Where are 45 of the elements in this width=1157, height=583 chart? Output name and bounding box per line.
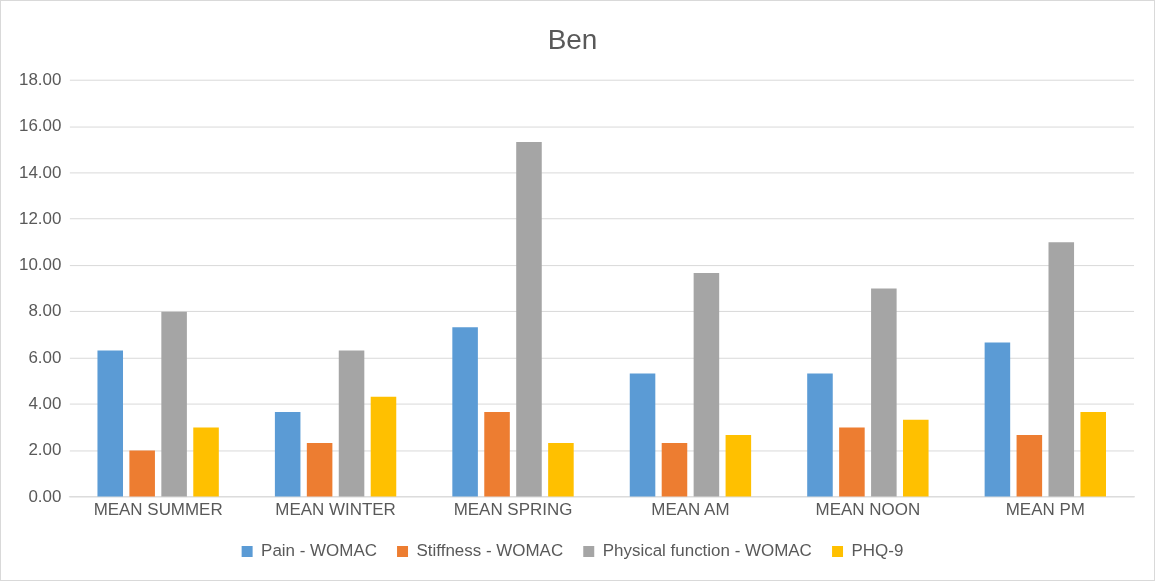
bar bbox=[661, 442, 688, 497]
bar bbox=[193, 427, 219, 497]
bar bbox=[839, 427, 865, 497]
x-tick-label: MEAN NOON bbox=[815, 499, 921, 519]
bar bbox=[370, 396, 397, 497]
bar bbox=[129, 450, 155, 497]
y-tick-label: 6.00 bbox=[28, 347, 62, 367]
bar bbox=[984, 342, 1011, 497]
bar bbox=[452, 327, 478, 497]
bar bbox=[161, 311, 187, 497]
y-tick-label: 14.00 bbox=[19, 162, 62, 182]
y-tick-label: 0.00 bbox=[28, 486, 62, 506]
y-tick-label: 10.00 bbox=[19, 255, 62, 275]
legend-label: Pain - WOMAC bbox=[261, 541, 377, 561]
bar bbox=[629, 373, 656, 497]
bar bbox=[807, 373, 833, 497]
legend-label: PHQ-9 bbox=[851, 541, 904, 561]
bar bbox=[903, 419, 929, 497]
bar bbox=[97, 350, 124, 497]
bar bbox=[693, 273, 720, 497]
x-tick-label: MEAN PM bbox=[1005, 499, 1085, 519]
bar bbox=[1080, 411, 1106, 497]
bar bbox=[548, 442, 574, 497]
y-tick-label: 16.00 bbox=[19, 116, 62, 136]
bar bbox=[306, 442, 333, 497]
bar bbox=[484, 411, 510, 497]
x-tick-label: MEAN SUMMER bbox=[93, 499, 223, 519]
bar bbox=[338, 350, 365, 497]
legend-label: Physical function - WOMAC bbox=[602, 541, 812, 561]
bar bbox=[274, 411, 301, 497]
x-tick-label: MEAN WINTER bbox=[275, 499, 396, 519]
chart-title: Ben bbox=[547, 24, 598, 56]
bar bbox=[516, 142, 542, 497]
x-tick-label: MEAN SPRING bbox=[453, 499, 573, 519]
y-tick-label: 18.00 bbox=[19, 70, 62, 89]
bar bbox=[871, 288, 897, 497]
y-tick-label: 12.00 bbox=[19, 208, 62, 228]
bar bbox=[1016, 435, 1043, 497]
bar bbox=[1048, 242, 1075, 497]
legend-label: Stiffness - WOMAC bbox=[416, 541, 564, 561]
y-tick-label: 2.00 bbox=[28, 440, 62, 460]
x-tick-label: MEAN AM bbox=[651, 499, 730, 519]
bar bbox=[725, 435, 752, 497]
y-tick-label: 8.00 bbox=[28, 301, 62, 321]
y-tick-label: 4.00 bbox=[28, 394, 62, 413]
